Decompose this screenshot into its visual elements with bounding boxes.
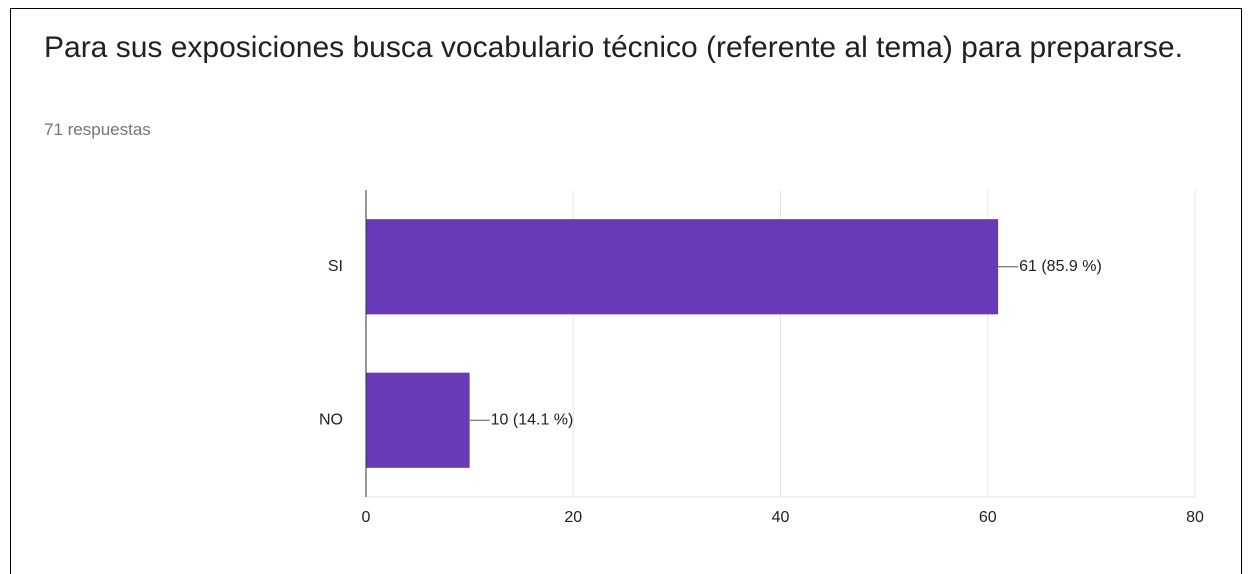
category-label: NO bbox=[319, 411, 343, 428]
card-border bbox=[10, 8, 1242, 574]
x-tick-label: 20 bbox=[564, 509, 582, 526]
chart-title: Para sus exposiciones busca vocabulario … bbox=[44, 31, 1183, 64]
category-label: SI bbox=[328, 258, 343, 275]
bar bbox=[366, 372, 470, 468]
value-label: 61 (85.9 %) bbox=[1019, 258, 1102, 275]
bar bbox=[366, 219, 999, 315]
x-tick-label: 80 bbox=[1186, 509, 1204, 526]
x-tick-label: 40 bbox=[772, 509, 790, 526]
x-tick-label: 60 bbox=[979, 509, 997, 526]
value-label: 10 (14.1 %) bbox=[491, 411, 574, 428]
x-tick-label: 0 bbox=[362, 509, 371, 526]
response-count: 71 respuestas bbox=[44, 120, 151, 139]
